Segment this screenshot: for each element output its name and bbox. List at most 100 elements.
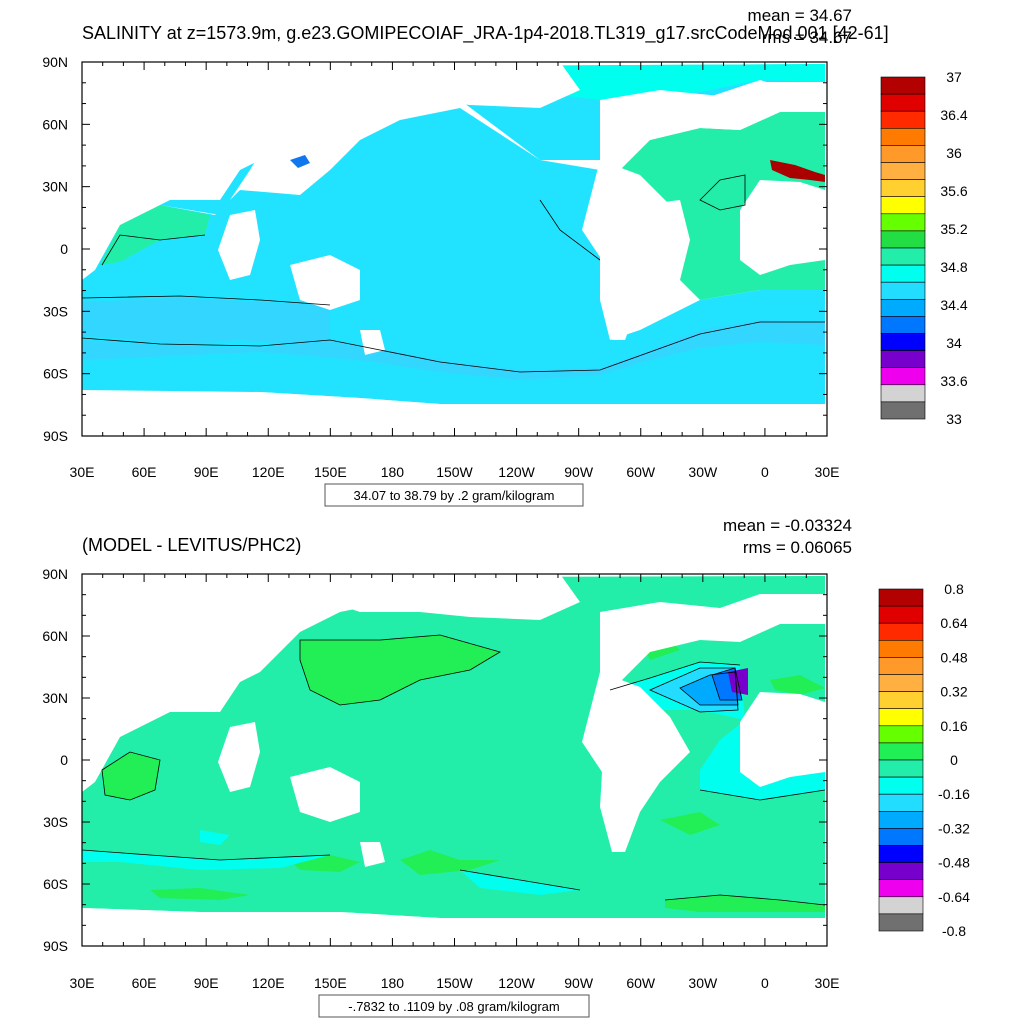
- latitude-label: 90N: [42, 54, 68, 70]
- colorbar-swatch: [880, 281, 926, 300]
- latitude-label: 30N: [42, 690, 68, 706]
- latitude-label: 0: [60, 241, 68, 257]
- colorbar-swatch: [878, 810, 924, 829]
- colorbar-swatch: [880, 196, 926, 215]
- longitude-label: 30E: [70, 975, 95, 991]
- colorbar-label: 37: [946, 69, 962, 85]
- latitude-label: 90N: [42, 566, 68, 582]
- longitude-label: 120W: [498, 464, 535, 480]
- map-frame: [81, 61, 828, 437]
- colorbar-label: 35.6: [940, 183, 967, 199]
- latitude-label: 90S: [43, 428, 68, 444]
- colorbar-label: -0.16: [938, 786, 970, 802]
- latitude-label: 30S: [43, 303, 68, 319]
- longitude-label: 60W: [626, 975, 656, 991]
- colorbar-swatch: [880, 145, 926, 163]
- colorbar-swatch: [880, 128, 926, 146]
- latitude-label: 60N: [42, 116, 68, 132]
- colorbar-swatch: [878, 879, 924, 898]
- colorbar-swatch: [880, 93, 926, 112]
- colorbar-swatch: [878, 588, 924, 607]
- colorbar-label: 34.4: [940, 297, 967, 313]
- colorbar-label: 0.48: [940, 649, 967, 665]
- colorbar-swatch: [878, 776, 924, 795]
- longitude-label: 150W: [436, 975, 473, 991]
- latitude-label: 60S: [43, 366, 68, 382]
- colorbar-swatch: [878, 793, 924, 812]
- longitude-labels: 30E 60E 90E 120E 150E 180 150W 120W 90W 60W 30W 0 30…: [70, 464, 840, 480]
- longitude-label: 30E: [815, 975, 840, 991]
- colorbar-label: 36: [946, 145, 962, 161]
- contour-info: 34.07 to 38.79 by .2 gram/kilogram: [354, 488, 555, 503]
- salinity-panel: SALINITY at z=1573.9m, g.e23.GOMIPECOIAF…: [42, 6, 968, 507]
- longitude-label: 120E: [252, 464, 285, 480]
- colorbar-label: 0.16: [940, 718, 967, 734]
- salinity-colorbar: 37 36.4 36 35.6 35.2 34.8 34.4 34 33.6 33: [880, 69, 968, 427]
- longitude-labels: 30E 60E 90E 120E 150E 180 150W 120W 90W 60W 30W 0 30…: [70, 975, 840, 991]
- contour-lines: [82, 634, 826, 906]
- longitude-label: 180: [381, 464, 405, 480]
- colorbar-label: 33: [946, 411, 962, 427]
- mean-label: mean = -0.03324: [723, 516, 852, 535]
- panel-title: (MODEL - LEVITUS/PHC2): [82, 535, 301, 555]
- mean-label: mean = 34.67: [748, 6, 852, 25]
- latitude-labels: 90N 60N 30N 0 30S 60S 90S: [42, 566, 68, 954]
- colorbar-swatch: [878, 639, 924, 658]
- colorbar-swatch: [878, 742, 924, 761]
- longitude-label: 0: [761, 975, 769, 991]
- colorbar-swatch: [880, 384, 926, 403]
- longitude-label: 60W: [626, 464, 656, 480]
- colorbar-swatch: [878, 657, 924, 675]
- colorbar-swatch: [878, 674, 924, 692]
- colorbar-swatch: [880, 110, 926, 129]
- colorbar-swatch: [880, 264, 926, 283]
- colorbar-label: 0.64: [940, 615, 967, 631]
- colorbar-swatch: [878, 605, 924, 624]
- longitude-label: 90W: [564, 464, 594, 480]
- latitude-label: 60N: [42, 628, 68, 644]
- longitude-label: 120W: [498, 975, 535, 991]
- colorbar-swatch: [878, 725, 924, 744]
- longitude-label: 90E: [194, 464, 219, 480]
- colorbar-swatch: [880, 213, 926, 232]
- colorbar-swatch: [878, 862, 924, 880]
- contour-info: -.7832 to .1109 by .08 gram/kilogram: [348, 999, 560, 1014]
- longitude-label: 150W: [436, 464, 473, 480]
- map-frame: [81, 573, 828, 947]
- contour-info-box: -.7832 to .1109 by .08 gram/kilogram: [318, 994, 590, 1018]
- latitude-label: 30S: [43, 814, 68, 830]
- colorbar-swatch: [878, 691, 924, 709]
- colorbar-swatch: [880, 247, 926, 266]
- colorbar-swatch: [878, 845, 924, 863]
- colorbar-label: 0.32: [940, 684, 967, 700]
- latitude-label: 30N: [42, 179, 68, 195]
- longitude-label: 150E: [314, 975, 347, 991]
- difference-map: [82, 574, 826, 946]
- latitude-label: 90S: [43, 938, 68, 954]
- longitude-label: 30W: [688, 975, 718, 991]
- rms-label: rms = 34.67: [762, 28, 852, 47]
- longitude-label: 90E: [194, 975, 219, 991]
- colorbar-swatch: [880, 401, 926, 420]
- colorbar-label: 33.6: [940, 373, 967, 389]
- rms-label: rms = 0.06065: [743, 538, 852, 557]
- colorbar-swatch: [878, 622, 924, 641]
- longitude-label: 0: [761, 464, 769, 480]
- colorbar-swatch: [880, 162, 926, 180]
- colorbar-swatch: [880, 316, 926, 334]
- colorbar-label: -0.32: [938, 820, 970, 836]
- longitude-label: 30E: [815, 464, 840, 480]
- colorbar-swatch: [878, 913, 924, 932]
- colorbar-swatch: [880, 350, 926, 369]
- map-ticks: [81, 573, 828, 947]
- colorbar-swatch: [880, 333, 926, 351]
- difference-colorbar: 0.8 0.64 0.48 0.32 0.16 0 -0.16 -0.32 -0.48 -0.64…: [878, 581, 970, 939]
- colorbar-swatch: [878, 896, 924, 915]
- longitude-label: 120E: [252, 975, 285, 991]
- contour-info-box: 34.07 to 38.79 by .2 gram/kilogram: [324, 483, 584, 507]
- colorbar-swatch: [880, 367, 926, 386]
- latitude-label: 60S: [43, 876, 68, 892]
- longitude-label: 150E: [314, 464, 347, 480]
- colorbar-label: 34.8: [940, 259, 967, 275]
